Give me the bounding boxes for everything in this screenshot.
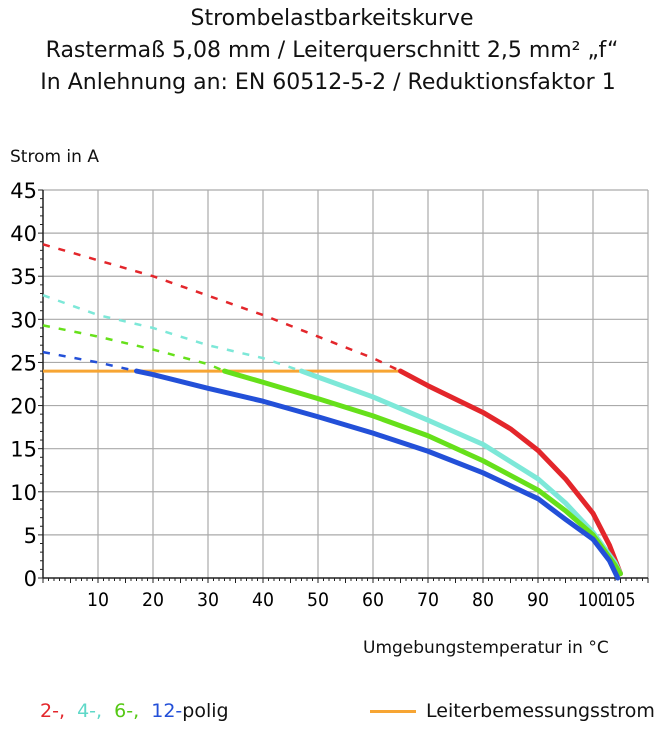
x-axis-label: Umgebungstemperatur in °C: [363, 638, 609, 658]
x-tick-label: 105: [606, 589, 636, 611]
legend-poles: 2-, 4-, 6-, 12-polig: [40, 700, 229, 722]
x-tick-label: 100: [578, 589, 608, 611]
x-tick-label: 30: [197, 589, 219, 611]
series-1-dashed: [42, 294, 302, 373]
chart-title-1: Strombelastbarkeitskurve: [190, 6, 474, 31]
chart-title-2: Rastermaß 5,08 mm / Leiterquerschnitt 2,…: [45, 38, 619, 63]
y-tick-label: 5: [24, 524, 37, 548]
y-tick-label: 10: [10, 481, 37, 505]
x-tick-label: 20: [142, 589, 164, 611]
y-tick-label: 15: [10, 438, 37, 462]
legend-6: 6-,: [114, 700, 140, 722]
series-0-solid: [398, 368, 623, 577]
y-tick-label: 30: [10, 308, 37, 332]
x-tick-label: 80: [472, 589, 494, 611]
legend-4: 4-,: [77, 700, 103, 722]
x-tick-label: 50: [307, 589, 329, 611]
y-tick-label: 45: [10, 179, 37, 203]
series-0-dashed: [42, 243, 402, 373]
y-tick-label: 35: [10, 265, 37, 289]
legend-suffix: polig: [182, 700, 229, 722]
y-axis-label: Strom in A: [10, 147, 99, 167]
x-tick-label: 70: [417, 589, 439, 611]
legend-12: 12-: [151, 700, 183, 722]
legend-reference-swatch: [370, 710, 416, 713]
chart-title-3: In Anlehnung an: EN 60512-5-2 / Reduktio…: [40, 70, 616, 95]
x-tick-label: 40: [252, 589, 274, 611]
y-tick-label: 20: [10, 395, 37, 419]
x-tick-label: 90: [527, 589, 549, 611]
series-3-solid: [134, 368, 621, 581]
x-tick-label: 10: [87, 589, 109, 611]
x-tick-label: 60: [362, 589, 384, 611]
series-3-dashed: [42, 350, 137, 373]
legend-reference-label: Leiterbemessungsstrom: [426, 700, 655, 722]
legend-reference: Leiterbemessungsstrom: [370, 700, 655, 722]
series-2-dashed: [42, 324, 225, 373]
y-tick-label: 25: [10, 351, 37, 375]
legend-2: 2-,: [40, 700, 65, 722]
y-tick-label: 40: [10, 222, 37, 246]
y-tick-label: 0: [24, 567, 37, 591]
